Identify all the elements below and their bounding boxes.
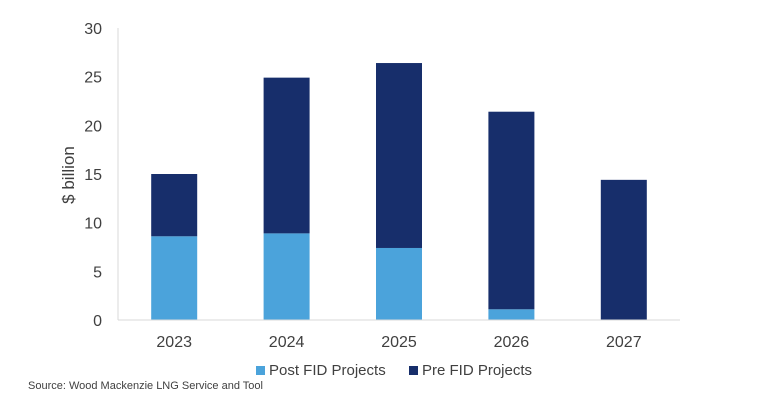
x-tick-label: 2027 [606, 334, 642, 351]
bar-pre-fid-2027 [600, 179, 647, 320]
y-tick-label: 0 [93, 313, 102, 330]
x-axis: 2023 2024 2025 2026 2027 [118, 319, 680, 351]
legend-item-post-fid: Post FID Projects [256, 362, 386, 379]
bar-post-fid-2025 [376, 247, 422, 320]
bar-post-fid-2023 [151, 236, 198, 320]
bar-post-fid-2024 [263, 233, 310, 320]
x-tick-label: 2024 [269, 334, 305, 351]
legend-item-pre-fid: Pre FID Projects [409, 362, 532, 379]
bars [151, 63, 647, 320]
legend-swatch-pre-fid [409, 366, 418, 375]
y-tick-label: 30 [84, 21, 102, 38]
bar-pre-fid-2026 [488, 111, 535, 310]
y-tick-label: 15 [84, 167, 102, 184]
x-tick-label: 2023 [156, 334, 192, 351]
legend-swatch-post-fid [256, 366, 265, 375]
legend: Post FID Projects Pre FID Projects [0, 362, 768, 382]
y-tick-label: 10 [84, 216, 102, 233]
y-tick-label: 5 [93, 264, 102, 281]
x-tick-label: 2026 [494, 334, 530, 351]
source-note: Source: Wood Mackenzie LNG Service and T… [28, 380, 263, 392]
y-axis: 0 5 10 15 20 25 30 [84, 21, 119, 330]
bar-pre-fid-2025 [376, 63, 422, 248]
bar-post-fid-2026 [488, 309, 535, 320]
bar-pre-fid-2023 [151, 174, 198, 237]
bar-pre-fid-2024 [263, 77, 310, 234]
y-tick-label: 20 [84, 118, 102, 135]
y-axis-label: $ billion [59, 146, 78, 204]
x-tick-label: 2025 [381, 334, 417, 351]
legend-label-post-fid: Post FID Projects [269, 362, 386, 379]
y-tick-label: 25 [84, 70, 102, 87]
legend-label-pre-fid: Pre FID Projects [422, 362, 533, 379]
